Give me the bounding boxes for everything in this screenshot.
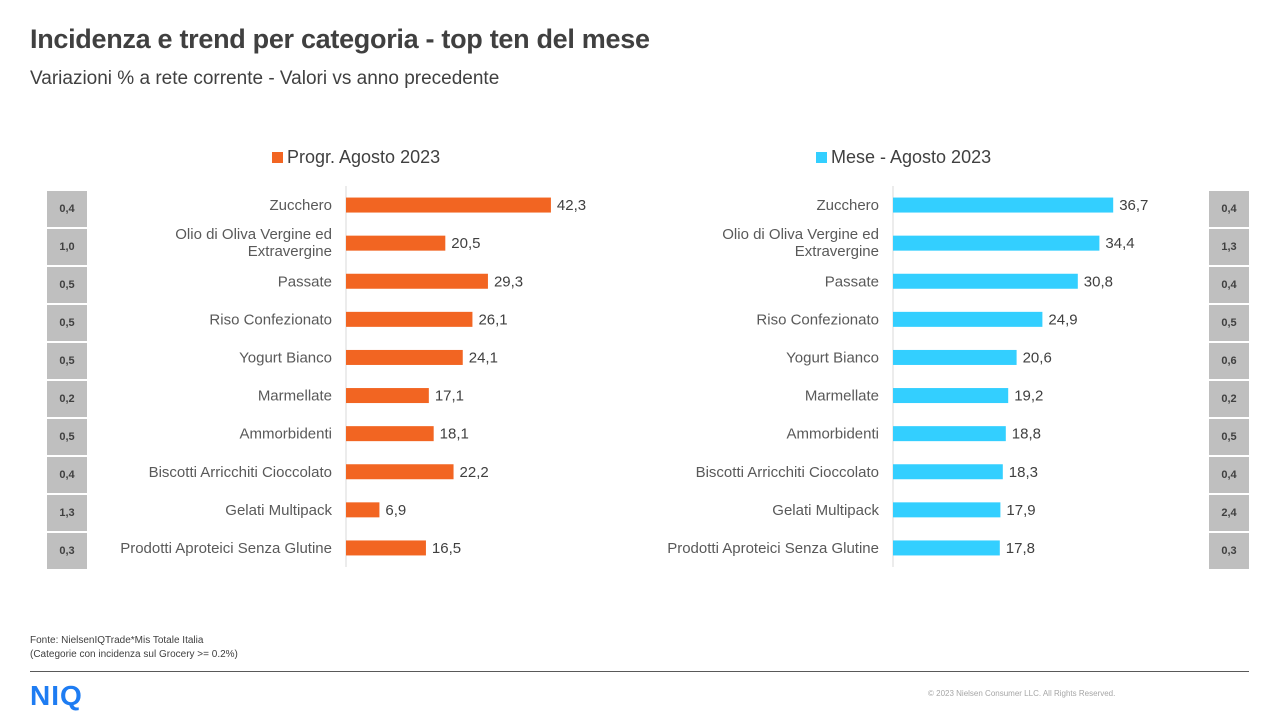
incidence-cell: 1,3: [1209, 229, 1249, 265]
bar-right: [893, 349, 1017, 365]
category-label-left: Prodotti Aproteici Senza Glutine: [120, 540, 332, 557]
bar-left: [346, 540, 426, 556]
legend-mese-swatch: [816, 152, 827, 163]
data-label-right: 34,4: [1105, 235, 1134, 252]
data-label-left: 29,3: [494, 273, 523, 290]
category-label-left: Ammorbidenti: [239, 426, 332, 443]
category-label-right: Prodotti Aproteici Senza Glutine: [667, 540, 879, 557]
bar-left: [346, 464, 454, 480]
source-line-2: (Categorie con incidenza sul Grocery >= …: [30, 649, 238, 660]
category-label-right: Zucchero: [816, 197, 879, 214]
category-label-left: Olio di Oliva Vergine ed Extravergine: [175, 226, 332, 260]
bar-left: [346, 426, 434, 442]
category-label-left: Gelati Multipack: [225, 502, 332, 519]
bar-right: [893, 464, 1003, 480]
incidence-cell: 0,2: [47, 381, 87, 417]
incidence-cell: 2,4: [1209, 495, 1249, 531]
bar-left: [346, 235, 446, 251]
bar-right: [893, 426, 1006, 442]
bar-right: [893, 540, 1000, 556]
legend-progr: Progr. Agosto 2023: [272, 147, 440, 168]
category-label-left: Riso Confezionato: [209, 311, 332, 328]
bar-left: [346, 388, 429, 404]
data-label-left: 18,1: [440, 426, 469, 443]
incidence-cell: 1,3: [47, 495, 87, 531]
bar-right: [893, 235, 1100, 251]
incidence-cell: 0,5: [47, 267, 87, 303]
data-label-right: 30,8: [1084, 273, 1113, 290]
incidence-cell: 0,2: [1209, 381, 1249, 417]
legend-mese: Mese - Agosto 2023: [816, 147, 991, 168]
bar-left: [346, 311, 473, 327]
legend-progr-swatch: [272, 152, 283, 163]
category-label-left: Zucchero: [269, 197, 332, 214]
incidence-cell: 0,6: [1209, 343, 1249, 379]
category-label-right: Ammorbidenti: [786, 426, 879, 443]
bar-right: [893, 197, 1114, 213]
bar-left: [346, 273, 488, 289]
bar-right: [893, 273, 1078, 289]
data-label-left: 16,5: [432, 540, 461, 557]
category-label-right: Riso Confezionato: [756, 311, 879, 328]
bar-left: [346, 197, 551, 213]
category-label-right: Marmellate: [805, 388, 879, 405]
data-label-left: 22,2: [460, 464, 489, 481]
incidence-cell: 0,4: [1209, 267, 1249, 303]
category-label-right: Biscotti Arricchiti Cioccolato: [696, 464, 879, 481]
legend-mese-label: Mese - Agosto 2023: [831, 147, 992, 167]
category-label-right: Olio di Oliva Vergine ed Extravergine: [722, 226, 879, 260]
bar-right: [893, 502, 1001, 518]
incidence-column-left: 0,4 1,0 0,5 0,5 0,5 0,2 0,5 0,4 1,3 0,3: [47, 191, 87, 571]
incidence-cell: 0,5: [47, 305, 87, 341]
copyright: © 2023 Nielsen Consumer LLC. All Rights …: [928, 689, 1116, 698]
data-label-right: 17,8: [1006, 540, 1035, 557]
data-label-right: 18,3: [1009, 464, 1038, 481]
incidence-cell: 0,4: [1209, 457, 1249, 493]
incidence-cell: 0,4: [1209, 191, 1249, 227]
category-label-left: Marmellate: [258, 388, 332, 405]
data-label-left: 26,1: [478, 311, 507, 328]
bar-charts: 42,3 Zucchero 20,5 Olio di Oliva Vergine ed…: [120, 186, 1148, 567]
data-label-left: 17,1: [435, 388, 464, 405]
incidence-cell: 0,5: [1209, 305, 1249, 341]
bar-right: [893, 311, 1043, 327]
data-label-right: 18,8: [1012, 426, 1041, 443]
incidence-cell: 0,3: [1209, 533, 1249, 569]
category-label-left: Passate: [278, 273, 332, 290]
bar-left: [346, 502, 380, 518]
data-label-right: 36,7: [1119, 197, 1148, 214]
category-label-right: Yogurt Bianco: [786, 349, 879, 366]
niq-logo: NIQ: [30, 680, 83, 711]
incidence-cell: 0,5: [1209, 419, 1249, 455]
bar-left: [346, 349, 463, 365]
data-label-left: 24,1: [469, 349, 498, 366]
incidence-cell: 0,5: [47, 343, 87, 379]
source-note: Fonte: NielsenIQTrade*Mis Totale Italia …: [30, 634, 238, 662]
incidence-cell: 0,4: [47, 457, 87, 493]
page-subtitle: Variazioni % a rete corrente - Valori vs…: [30, 68, 500, 89]
data-label-left: 6,9: [385, 502, 406, 519]
incidence-cell: 0,5: [47, 419, 87, 455]
category-label-right: Gelati Multipack: [772, 502, 879, 519]
data-label-left: 42,3: [557, 197, 586, 214]
legend-progr-label: Progr. Agosto 2023: [287, 147, 441, 167]
page-title: Incidenza e trend per categoria - top te…: [30, 24, 650, 54]
category-label-left: Yogurt Bianco: [239, 349, 332, 366]
incidence-cell: 0,4: [47, 191, 87, 227]
incidence-cell: 0,3: [47, 533, 87, 569]
source-line-1: Fonte: NielsenIQTrade*Mis Totale Italia: [30, 635, 204, 646]
footer-divider: [30, 671, 1249, 672]
data-label-right: 24,9: [1048, 311, 1077, 328]
data-label-right: 20,6: [1023, 349, 1052, 366]
incidence-cell: 1,0: [47, 229, 87, 265]
bar-right: [893, 388, 1009, 404]
incidence-column-right: 0,4 1,3 0,4 0,5 0,6 0,2 0,5 0,4 2,4 0,3: [1209, 191, 1249, 571]
data-label-right: 17,9: [1006, 502, 1035, 519]
data-label-left: 20,5: [451, 235, 480, 252]
data-label-right: 19,2: [1014, 388, 1043, 405]
category-label-right: Passate: [825, 273, 879, 290]
category-label-left: Biscotti Arricchiti Cioccolato: [149, 464, 332, 481]
